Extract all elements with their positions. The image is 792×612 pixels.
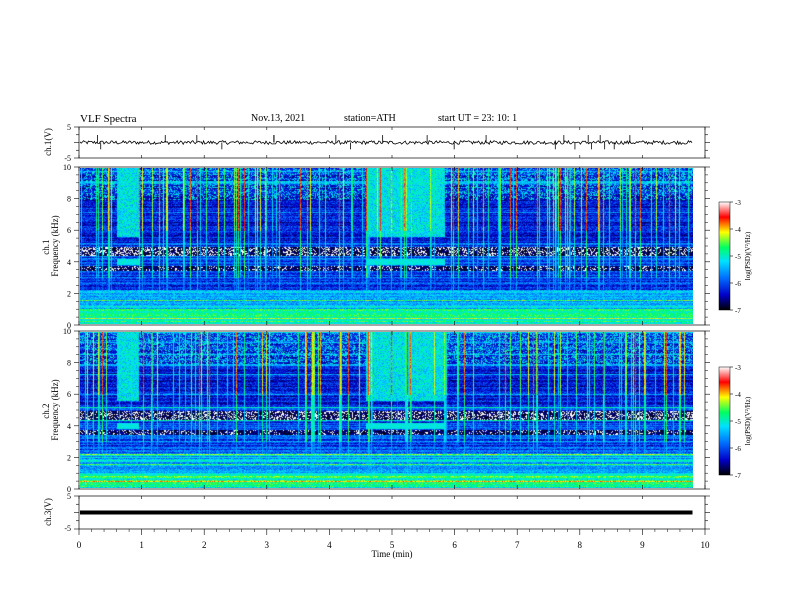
- time-tick-label: 5: [390, 540, 395, 550]
- colorbar-tick-label: -6: [735, 445, 741, 453]
- ch1-colorbar-ticks: -3 -4 -5 -6 -7: [730, 199, 741, 315]
- station-label: station=ATH: [344, 113, 396, 124]
- time-tick-label: 3: [265, 540, 270, 550]
- colorbar-tick-label: -5: [735, 253, 741, 261]
- ch2-spectrogram-image: [80, 332, 693, 488]
- colorbar-tick-label: -7: [735, 472, 741, 480]
- ch2-colorbar-label: log(PSD)(V²/Hz): [744, 396, 752, 445]
- time-tick-label: 0: [77, 540, 82, 550]
- ch1-colorbar-label: log(PSD)(V²/Hz): [744, 231, 752, 280]
- time-tick-label: 4: [327, 540, 332, 550]
- colorbar-tick-label: -5: [735, 418, 741, 426]
- ch1-ytick-top: 5: [67, 123, 71, 132]
- ch2-freq-ylabel: ch.2 Frequency (kHz): [41, 379, 60, 440]
- freq-tick-label: 2: [67, 453, 71, 462]
- freq-tick-label: 0: [67, 321, 71, 330]
- ch2-freq-ylabel-line1: ch.2: [41, 404, 51, 419]
- ch3-ytick-top: 5: [67, 492, 71, 501]
- date-label: Nov.13, 2021: [251, 113, 306, 124]
- ch1-freq-ticks: 0 2 4 6 8 10: [63, 163, 710, 330]
- time-axis: 0 1 2 3 4 5 6 7 8 9 10: [77, 127, 710, 550]
- ch1-colorbar-bar: [718, 201, 731, 311]
- freq-tick-label: 0: [67, 485, 71, 494]
- freq-tick-label: 4: [67, 258, 71, 267]
- time-tick-label: 9: [640, 540, 645, 550]
- freq-tick-label: 6: [67, 390, 71, 399]
- ch1-colorbar: -3 -4 -5 -6 -7 log(PSD)(V²/Hz): [718, 199, 752, 315]
- ch2-colorbar-ticks: -3 -4 -5 -6 -7: [730, 364, 741, 480]
- ch2-colorbar: -3 -4 -5 -6 -7 log(PSD)(V²/Hz): [718, 364, 752, 480]
- chart-title: VLF Spectra: [80, 113, 137, 125]
- ch1-ylabel: ch.1(V): [43, 128, 53, 156]
- ch1-freq-ylabel-line2: Frequency (kHz): [50, 215, 60, 276]
- ch1-waveform-line: [79, 139, 693, 146]
- colorbar-tick-label: -6: [735, 280, 741, 288]
- start-time-label: start UT = 23: 10: 1: [438, 113, 518, 124]
- time-tick-label: 7: [515, 540, 520, 550]
- freq-tick-label: 4: [67, 422, 71, 431]
- ch1-freq-ylabel: ch.1 Frequency (kHz): [41, 215, 60, 276]
- ch1-spectrogram-panel: 0 2 4 6 8 10 ch.1 Frequency (kHz) -3 -4 -5 -6 -7 …: [41, 163, 752, 330]
- ch1-waveform-panel: 5 -5 ch.1(V): [43, 123, 706, 163]
- waveform-side-ticks: [74, 495, 710, 530]
- time-tick-label: 10: [701, 540, 711, 550]
- ch1-spectrogram-image: [80, 168, 693, 324]
- ch1-waveform-spikes: [97, 135, 631, 150]
- freq-tick-label: 2: [67, 289, 71, 298]
- freq-tick-label: 10: [63, 327, 71, 336]
- colorbar-tick-label: -3: [735, 364, 741, 372]
- colorbar-tick-label: -4: [735, 391, 741, 399]
- ch3-ytick-bottom: -5: [64, 524, 71, 533]
- ch2-colorbar-bar: [718, 366, 731, 476]
- colorbar-tick-label: -4: [735, 226, 741, 234]
- freq-tick-label: 10: [63, 163, 71, 172]
- ch3-waveform-line: [80, 510, 693, 515]
- ch1-freq-ylabel-line1: ch.1: [41, 240, 51, 255]
- colorbar-tick-label: -7: [735, 307, 741, 315]
- colorbar-tick-label: -3: [735, 199, 741, 207]
- ch2-freq-ylabel-line2: Frequency (kHz): [50, 379, 60, 440]
- ch2-freq-ticks: 0 2 4 6 8 10: [63, 327, 710, 494]
- ch3-ylabel: ch.3(V): [43, 498, 53, 526]
- time-tick-label: 1: [139, 540, 144, 550]
- freq-tick-label: 8: [67, 195, 71, 204]
- time-tick-label: 6: [452, 540, 457, 550]
- waveform-side-ticks: [74, 126, 710, 159]
- ch2-spectrogram-panel: 0 2 4 6 8 10 ch.2 Frequency (kHz) -3 -4 -5 -6 -7 …: [41, 327, 752, 494]
- ch3-waveform-panel: 5 -5 ch.3(V): [43, 492, 706, 533]
- time-tick-label: 2: [202, 540, 207, 550]
- time-axis-label: Time (min): [372, 549, 413, 559]
- freq-tick-label: 8: [67, 359, 71, 368]
- freq-tick-label: 6: [67, 226, 71, 235]
- time-tick-label: 8: [578, 540, 583, 550]
- ch1-ytick-bottom: -5: [64, 154, 71, 163]
